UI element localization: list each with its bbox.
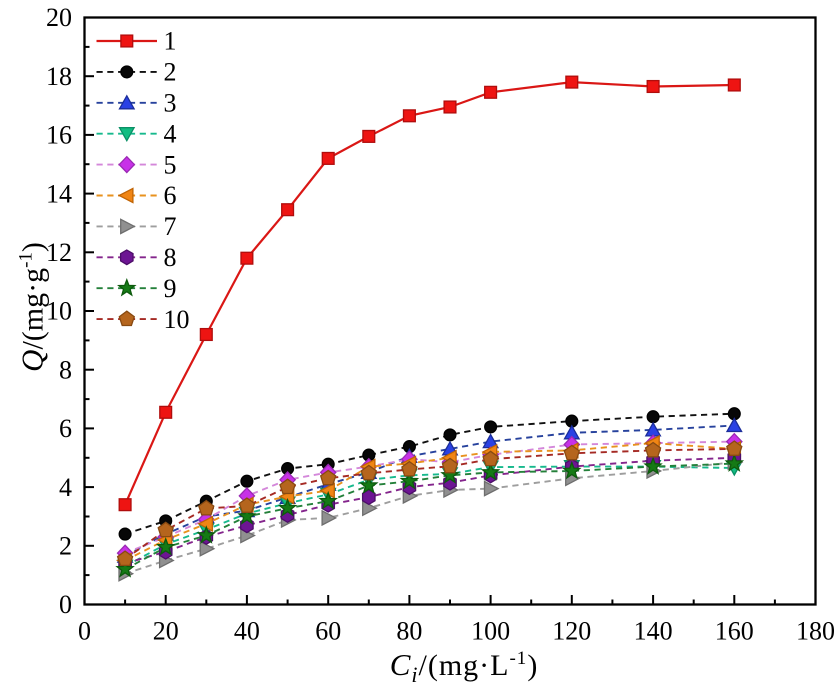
svg-text:0: 0	[78, 617, 91, 646]
svg-text:160: 160	[715, 617, 754, 646]
svg-text:12: 12	[46, 238, 72, 267]
svg-text:60: 60	[315, 617, 341, 646]
svg-text:18: 18	[46, 62, 72, 91]
svg-text:6: 6	[59, 414, 72, 443]
svg-text:3: 3	[164, 89, 177, 118]
svg-text:10: 10	[46, 297, 72, 326]
svg-text:Ci/(mg·L-1): Ci/(mg·L-1)	[390, 647, 539, 687]
svg-text:20: 20	[153, 617, 179, 646]
svg-text:1: 1	[164, 27, 177, 56]
svg-text:4: 4	[164, 119, 177, 148]
svg-text:0: 0	[59, 590, 72, 619]
svg-text:10: 10	[164, 305, 190, 334]
svg-text:2: 2	[164, 58, 177, 87]
svg-text:4: 4	[59, 473, 72, 502]
svg-text:16: 16	[46, 121, 72, 150]
svg-text:Q/(mg·g-1): Q/(mg·g-1)	[15, 242, 50, 372]
svg-text:8: 8	[164, 243, 177, 272]
svg-text:9: 9	[164, 274, 177, 303]
svg-text:80: 80	[396, 617, 422, 646]
svg-text:140: 140	[634, 617, 673, 646]
svg-text:8: 8	[59, 355, 72, 384]
svg-text:40: 40	[234, 617, 260, 646]
svg-text:5: 5	[164, 150, 177, 179]
svg-text:2: 2	[59, 532, 72, 561]
svg-text:14: 14	[46, 179, 72, 208]
svg-text:20: 20	[46, 3, 72, 32]
svg-text:7: 7	[164, 212, 177, 241]
svg-text:100: 100	[471, 617, 510, 646]
svg-text:180: 180	[796, 617, 835, 646]
svg-text:120: 120	[552, 617, 591, 646]
svg-text:6: 6	[164, 181, 177, 210]
